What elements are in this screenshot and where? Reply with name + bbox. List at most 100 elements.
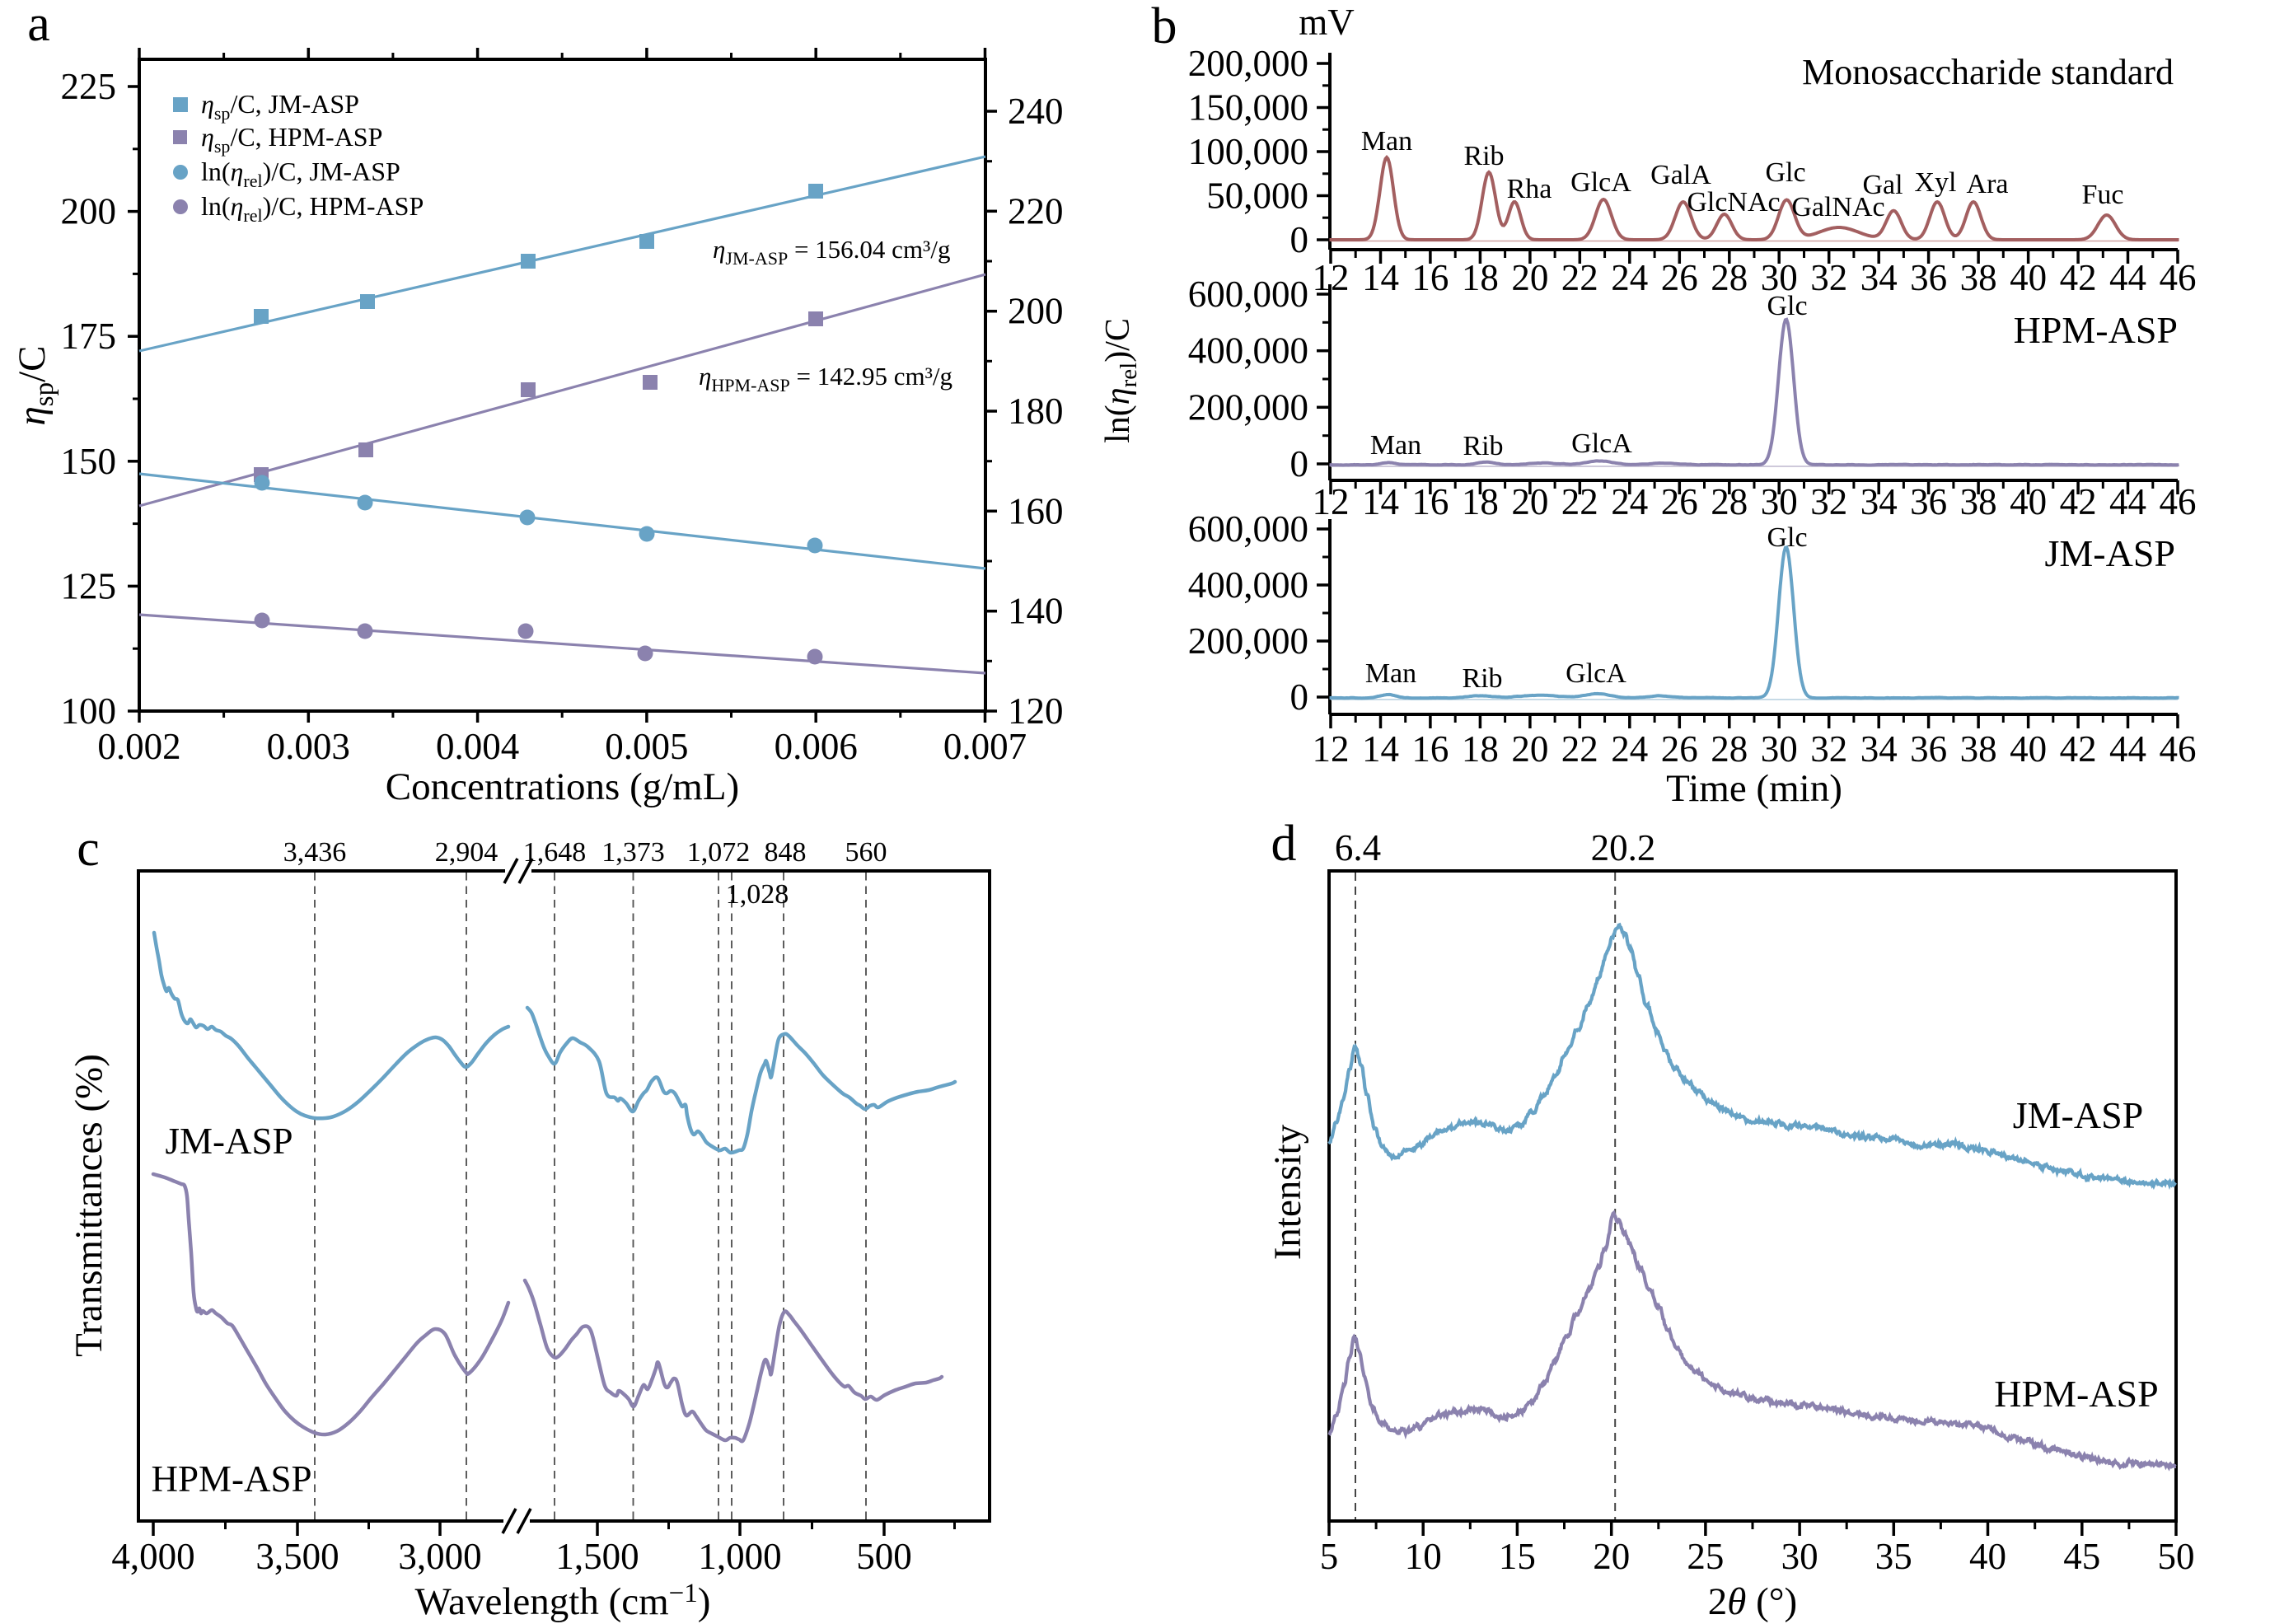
svg-text:200,000: 200,000	[1188, 43, 1308, 84]
svg-text:14: 14	[1362, 481, 1399, 522]
svg-text:28: 28	[1711, 728, 1748, 770]
svg-text:140: 140	[1008, 591, 1064, 632]
svg-text:Transmittances (%): Transmittances (%)	[68, 1054, 110, 1357]
svg-text:240: 240	[1008, 91, 1064, 132]
svg-text:ln(ηrel)/C, JM-ASP: ln(ηrel)/C, JM-ASP	[201, 157, 400, 191]
svg-text:1,500: 1,500	[555, 1536, 639, 1577]
svg-text:ηHPM-ASP = 142.95 cm³/g: ηHPM-ASP = 142.95 cm³/g	[699, 362, 952, 395]
svg-text:160: 160	[1008, 490, 1064, 531]
svg-text:Man: Man	[1361, 126, 1412, 157]
svg-text:30: 30	[1781, 1536, 1818, 1577]
svg-text:Rib: Rib	[1463, 141, 1504, 171]
svg-text:44: 44	[2109, 728, 2146, 770]
svg-text:5: 5	[1320, 1536, 1339, 1577]
svg-text:GalA: GalA	[1650, 160, 1711, 190]
svg-text:40: 40	[1969, 1536, 2006, 1577]
svg-text:50: 50	[2158, 1536, 2195, 1577]
svg-text:Rib: Rib	[1463, 431, 1503, 461]
svg-text:26: 26	[1661, 728, 1698, 770]
svg-text:500: 500	[856, 1536, 912, 1577]
svg-text:1,373: 1,373	[601, 837, 665, 868]
svg-text:3,000: 3,000	[398, 1536, 481, 1577]
svg-text:Ara: Ara	[1967, 169, 2009, 199]
svg-text:d: d	[1271, 816, 1297, 872]
svg-text:16: 16	[1411, 257, 1449, 298]
svg-text:2,904: 2,904	[435, 837, 498, 868]
svg-text:28: 28	[1711, 481, 1748, 522]
svg-text:36: 36	[1910, 481, 1947, 522]
svg-text:22: 22	[1561, 481, 1598, 522]
svg-text:GlcA: GlcA	[1566, 658, 1626, 689]
svg-text:20: 20	[1511, 481, 1548, 522]
svg-text:Time (min): Time (min)	[1666, 767, 1842, 810]
svg-text:600,000: 600,000	[1188, 274, 1308, 315]
svg-text:20: 20	[1511, 257, 1548, 298]
svg-text:12: 12	[1313, 728, 1350, 770]
svg-text:28: 28	[1711, 257, 1748, 298]
svg-text:22: 22	[1561, 257, 1598, 298]
svg-text:0.006: 0.006	[775, 726, 858, 767]
svg-text:34: 34	[1860, 728, 1898, 770]
svg-text:120: 120	[1008, 690, 1064, 732]
svg-text:0.004: 0.004	[436, 726, 519, 767]
svg-text:Man: Man	[1365, 658, 1416, 689]
svg-text:220: 220	[1008, 190, 1064, 232]
svg-text:400,000: 400,000	[1188, 330, 1308, 372]
svg-text:18: 18	[1462, 257, 1499, 298]
svg-text:400,000: 400,000	[1188, 564, 1308, 606]
svg-text:Fuc: Fuc	[2082, 180, 2124, 210]
svg-text:15: 15	[1499, 1536, 1536, 1577]
svg-text:24: 24	[1611, 481, 1648, 522]
svg-text:42: 42	[2060, 728, 2097, 770]
svg-text:34: 34	[1860, 481, 1898, 522]
svg-text:0.003: 0.003	[267, 726, 350, 767]
svg-text:Monosaccharide standard: Monosaccharide standard	[1802, 52, 2174, 92]
svg-text:0.002: 0.002	[97, 726, 180, 767]
svg-text:Man: Man	[1370, 430, 1421, 461]
svg-text:14: 14	[1362, 728, 1399, 770]
svg-text:ηJM-ASP = 156.04 cm³/g: ηJM-ASP = 156.04 cm³/g	[713, 235, 950, 269]
svg-text:Wavelength (cm−1): Wavelength (cm−1)	[415, 1579, 711, 1623]
svg-text:150,000: 150,000	[1188, 87, 1308, 129]
svg-text:36: 36	[1910, 728, 1947, 770]
svg-text:38: 38	[1960, 728, 1997, 770]
svg-text:36: 36	[1910, 257, 1947, 298]
svg-text:3,436: 3,436	[283, 837, 347, 868]
svg-text:34: 34	[1860, 257, 1898, 298]
svg-text:46: 46	[2160, 481, 2197, 522]
svg-text:32: 32	[1810, 728, 1847, 770]
svg-text:180: 180	[1008, 391, 1064, 432]
svg-text:1,028: 1,028	[726, 879, 789, 910]
svg-text:24: 24	[1611, 728, 1648, 770]
svg-text:200: 200	[1008, 291, 1064, 332]
svg-text:38: 38	[1960, 481, 1997, 522]
svg-text:Glc: Glc	[1767, 522, 1807, 553]
svg-text:2θ (°): 2θ (°)	[1708, 1580, 1797, 1623]
svg-text:Rib: Rib	[1462, 663, 1502, 694]
svg-text:46: 46	[2160, 728, 2197, 770]
svg-text:Xyl: Xyl	[1915, 167, 1957, 198]
svg-text:JM-ASP: JM-ASP	[2013, 1094, 2144, 1136]
svg-text:6.4: 6.4	[1335, 827, 1381, 868]
svg-text:200,000: 200,000	[1188, 620, 1308, 662]
svg-text:18: 18	[1462, 481, 1499, 522]
svg-text:Gal: Gal	[1862, 170, 1903, 200]
svg-text:0: 0	[1290, 443, 1309, 484]
svg-text:42: 42	[2060, 257, 2097, 298]
svg-text:14: 14	[1362, 257, 1399, 298]
svg-text:ln(ηrel)/C: ln(ηrel)/C	[1099, 318, 1142, 443]
svg-text:42: 42	[2060, 481, 2097, 522]
svg-text:24: 24	[1611, 257, 1648, 298]
svg-text:ηsp/C: ηsp/C	[11, 345, 59, 425]
svg-text:4,000: 4,000	[111, 1536, 194, 1577]
svg-text:1,648: 1,648	[523, 837, 587, 868]
svg-text:225: 225	[61, 66, 117, 107]
svg-text:HPM-ASP: HPM-ASP	[1994, 1373, 2158, 1415]
svg-text:40: 40	[2010, 481, 2047, 522]
svg-text:100: 100	[61, 690, 117, 732]
svg-text:35: 35	[1875, 1536, 1912, 1577]
svg-text:150: 150	[61, 441, 117, 482]
svg-text:16: 16	[1411, 481, 1449, 522]
svg-text:3,500: 3,500	[255, 1536, 339, 1577]
svg-text:200,000: 200,000	[1188, 386, 1308, 428]
